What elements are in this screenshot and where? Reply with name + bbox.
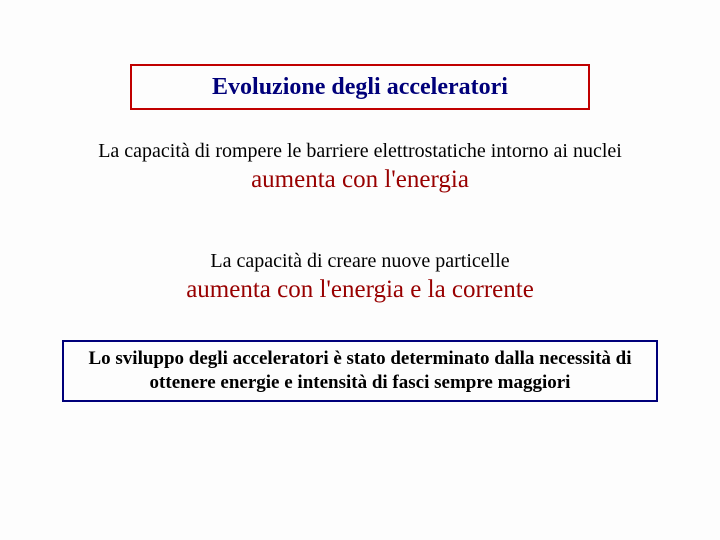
title-box: Evoluzione degli acceleratori xyxy=(130,64,590,110)
bottom-text: Lo sviluppo degli acceleratori è stato d… xyxy=(74,347,646,395)
block1-emphasis: aumenta con l'energia xyxy=(0,166,720,194)
bottom-box: Lo sviluppo degli acceleratori è stato d… xyxy=(62,340,658,402)
block2-intro: La capacità di creare nuove particelle xyxy=(0,250,720,273)
page-title: Evoluzione degli acceleratori xyxy=(212,74,508,101)
block1-intro: La capacità di rompere le barriere elett… xyxy=(0,140,720,163)
block2-emphasis: aumenta con l'energia e la corrente xyxy=(0,276,720,304)
